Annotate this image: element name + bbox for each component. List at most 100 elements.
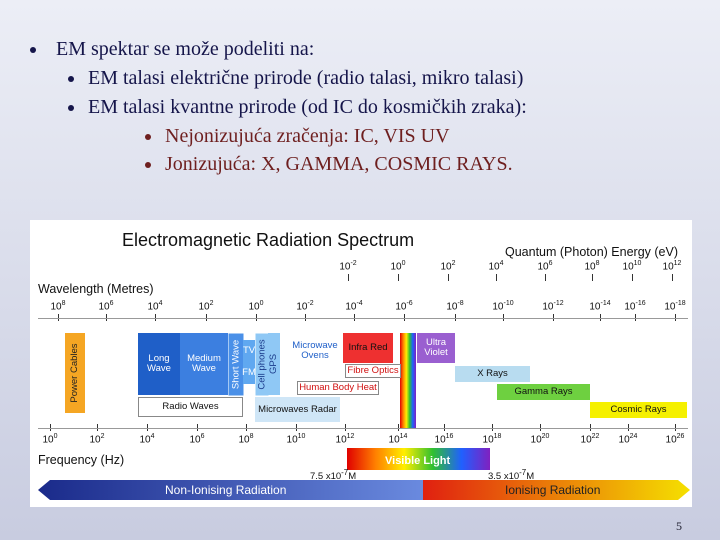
page-number: 5 bbox=[676, 519, 682, 533]
tick-exponent: -14 bbox=[600, 300, 611, 307]
tick-exponent: 14 bbox=[399, 433, 408, 440]
tick-exponent: -2 bbox=[350, 260, 357, 267]
bullet-marker bbox=[145, 162, 151, 168]
band-label: Radio Waves bbox=[138, 397, 243, 417]
band-label: X Rays bbox=[455, 366, 530, 382]
tick-exponent: -16 bbox=[635, 300, 646, 307]
tick-exponent: 2 bbox=[451, 260, 456, 267]
region-label: Ionising Radiation bbox=[505, 483, 601, 497]
limit-unit: M bbox=[526, 471, 535, 483]
tick-exponent: 6 bbox=[200, 433, 205, 440]
band-label: FM bbox=[242, 362, 256, 384]
tick-base: 10 bbox=[50, 301, 62, 313]
band-label: Long Wave bbox=[138, 333, 180, 395]
tick-mark bbox=[354, 314, 355, 321]
tick-exponent: -10 bbox=[503, 300, 514, 307]
figure-title: Electromagnetic Radiation Spectrum bbox=[122, 230, 415, 250]
tick-exponent: -8 bbox=[457, 300, 464, 307]
tick-base: 10 bbox=[589, 301, 601, 313]
tick-mark bbox=[675, 424, 676, 431]
tick-mark bbox=[246, 424, 247, 431]
tick-mark bbox=[553, 314, 554, 321]
tick-base: 10 bbox=[286, 434, 298, 446]
band-label: Medium Wave bbox=[180, 333, 228, 395]
tick-label: 1016 bbox=[435, 433, 454, 445]
tick-mark bbox=[106, 314, 107, 321]
tick-exponent: 10 bbox=[633, 260, 642, 267]
tick-base: 10 bbox=[434, 434, 446, 446]
tick-label: 104 bbox=[147, 300, 162, 312]
tick-label: 1010 bbox=[623, 260, 642, 272]
tick-base: 10 bbox=[395, 301, 407, 313]
tick-exponent: -18 bbox=[675, 300, 686, 307]
axis-rule bbox=[38, 428, 688, 429]
tick-mark bbox=[398, 274, 399, 281]
axis-label: Quantum (Photon) Energy (eV) bbox=[505, 245, 678, 259]
tick-base: 10 bbox=[492, 301, 504, 313]
tick-exponent: 20 bbox=[541, 433, 550, 440]
tick-mark bbox=[345, 424, 346, 431]
tick-label: 102 bbox=[440, 260, 455, 272]
tick-mark bbox=[496, 274, 497, 281]
tick-mark bbox=[256, 314, 257, 321]
tick-base: 10 bbox=[89, 434, 101, 446]
bullet-marker bbox=[68, 105, 74, 111]
tick-base: 10 bbox=[42, 434, 54, 446]
tick-base: 10 bbox=[248, 301, 260, 313]
tick-exponent: 0 bbox=[401, 260, 406, 267]
tick-base: 10 bbox=[98, 301, 110, 313]
tick-label: 10-18 bbox=[664, 300, 685, 312]
tick-exponent: 8 bbox=[249, 433, 254, 440]
tick-exponent: 16 bbox=[445, 433, 454, 440]
tick-label: 10-2 bbox=[296, 300, 313, 312]
tick-exponent: 2 bbox=[100, 433, 105, 440]
tick-exponent: 6 bbox=[548, 260, 553, 267]
bullet-text: EM spektar se može podeliti na: bbox=[56, 38, 315, 60]
tick-base: 10 bbox=[446, 301, 458, 313]
tick-mark bbox=[206, 314, 207, 321]
tick-exponent: -2 bbox=[307, 300, 314, 307]
tick-base: 10 bbox=[580, 434, 592, 446]
tick-mark bbox=[540, 424, 541, 431]
tick-label: 10-8 bbox=[446, 300, 463, 312]
tick-mark bbox=[448, 274, 449, 281]
wavelength-limit: 3.5 x10-7M bbox=[488, 468, 534, 482]
bullet-text: Jonizujuća: X, GAMMA, COSMIC RAYS. bbox=[165, 153, 513, 175]
limit-exponent: -7 bbox=[341, 468, 349, 477]
tick-label: 10-4 bbox=[345, 300, 362, 312]
region-label: Non-Ionising Radiation bbox=[165, 483, 287, 497]
tick-exponent: 0 bbox=[53, 433, 58, 440]
tick-mark bbox=[590, 424, 591, 431]
tick-exponent: 6 bbox=[109, 300, 114, 307]
band-label: Ultra Violet bbox=[417, 333, 455, 363]
tick-label: 1022 bbox=[581, 433, 600, 445]
visible-strip bbox=[400, 333, 416, 428]
tick-label: 1020 bbox=[531, 433, 550, 445]
band-label: Microwave Ovens bbox=[292, 340, 338, 361]
tick-mark bbox=[147, 424, 148, 431]
tick-exponent: 4 bbox=[158, 300, 163, 307]
tick-base: 10 bbox=[388, 434, 400, 446]
tick-base: 10 bbox=[139, 434, 151, 446]
tick-base: 10 bbox=[622, 261, 634, 273]
tick-label: 108 bbox=[238, 433, 253, 445]
tick-mark bbox=[672, 274, 673, 281]
tick-mark bbox=[592, 274, 593, 281]
tick-exponent: 26 bbox=[676, 433, 685, 440]
tick-exponent: 8 bbox=[595, 260, 600, 267]
tick-label: 108 bbox=[584, 260, 599, 272]
tick-mark bbox=[635, 314, 636, 321]
tick-base: 10 bbox=[296, 301, 308, 313]
tick-label: 10-12 bbox=[542, 300, 563, 312]
tick-label: 106 bbox=[98, 300, 113, 312]
tick-mark bbox=[600, 314, 601, 321]
band-label: Infra Red bbox=[343, 333, 393, 363]
tick-label: 102 bbox=[198, 300, 213, 312]
tick-mark bbox=[58, 314, 59, 321]
tick-mark bbox=[404, 314, 405, 321]
tick-base: 10 bbox=[665, 434, 677, 446]
tick-exponent: -12 bbox=[553, 300, 564, 307]
tick-mark bbox=[492, 424, 493, 431]
tick-base: 10 bbox=[198, 301, 210, 313]
